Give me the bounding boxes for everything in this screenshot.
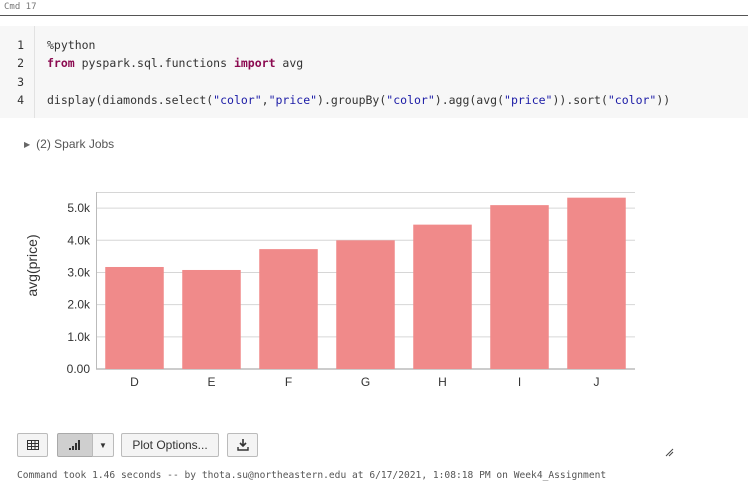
code-text: display(diamonds.select( (47, 93, 214, 107)
line-number: 2 (17, 56, 24, 70)
code-text: ).agg(avg( (434, 93, 505, 107)
code-text: %python (47, 38, 96, 52)
code-string: "price" (268, 93, 318, 107)
bar-E[interactable] (182, 269, 241, 369)
code-string: "color" (213, 93, 262, 107)
x-tick-label: E (207, 375, 215, 389)
bar-F[interactable] (259, 249, 318, 369)
code-text: ).groupBy( (317, 93, 387, 107)
x-tick-label: I (518, 375, 521, 389)
bar-chart-icon (69, 440, 80, 450)
code-text: )) (656, 93, 671, 107)
spark-jobs-label: (2) Spark Jobs (36, 137, 115, 151)
table-view-button[interactable] (17, 433, 48, 457)
code-editor[interactable]: 1 2 3 4 %python from pyspark.sql.functions i… (0, 26, 748, 118)
y-tick-label: 3.0k (67, 265, 91, 279)
y-tick-label: 4.0k (67, 233, 91, 247)
code-line: from pyspark.sql.functions import avg (47, 56, 303, 70)
line-number: 1 (17, 38, 24, 52)
command-footer: Command took 1.46 seconds -- by thota.su… (17, 470, 607, 481)
code-text: pyspark.sql.functions (74, 56, 234, 70)
y-tick-label: 0.00 (67, 362, 91, 376)
cell-command-label: Cmd 17 (4, 2, 37, 12)
code-string: "price" (504, 93, 553, 107)
spark-jobs-toggle[interactable]: ▶ (2) Spark Jobs (24, 137, 114, 151)
y-tick-label: 5.0k (67, 201, 91, 215)
download-icon (236, 439, 249, 451)
line-number: 3 (17, 75, 24, 89)
code-line: %python (47, 38, 95, 52)
x-tick-label: G (361, 375, 370, 389)
y-tick-label: 2.0k (67, 298, 91, 312)
code-line: display(diamonds.select("color","price")… (47, 93, 670, 107)
code-text: avg (275, 56, 304, 70)
x-tick-label: D (130, 375, 139, 389)
y-tick-label: 1.0k (67, 330, 91, 344)
plot-options-label: Plot Options... (132, 438, 208, 452)
code-text: )).sort( (552, 93, 608, 107)
code-text: , (261, 93, 269, 107)
code-keyword: from (47, 56, 75, 70)
plot-options-button[interactable]: Plot Options... (121, 433, 219, 457)
y-axis-label: avg(price) (24, 234, 40, 296)
x-tick-label: F (285, 375, 292, 389)
bar-I[interactable] (490, 205, 549, 369)
bar-chart: 0.00 1.0k 2.0k 3.0k 4.0k 5.0k D E F G H I J avg(pri… (24, 192, 635, 389)
code-string: "color" (607, 93, 657, 107)
chart-view-button[interactable] (57, 433, 93, 457)
x-tick-label: J (594, 375, 600, 389)
code-string: "color" (386, 93, 435, 107)
bar-H[interactable] (413, 224, 472, 369)
line-number-gutter: 1 2 3 4 (0, 26, 35, 118)
cell-header: Cmd 17 (0, 0, 748, 16)
chart-type-dropdown[interactable]: ▼ (92, 433, 114, 457)
line-number: 4 (17, 93, 24, 107)
resize-handle-icon[interactable] (664, 447, 674, 457)
bar-J[interactable] (567, 197, 626, 369)
bar-D[interactable] (105, 266, 164, 369)
expand-triangle-icon: ▶ (24, 140, 31, 149)
download-button[interactable] (227, 433, 258, 457)
caret-down-icon: ▼ (99, 440, 107, 450)
table-icon (26, 440, 39, 450)
code-keyword: import (233, 56, 276, 70)
x-tick-label: H (438, 375, 447, 389)
bar-G[interactable] (336, 240, 395, 369)
